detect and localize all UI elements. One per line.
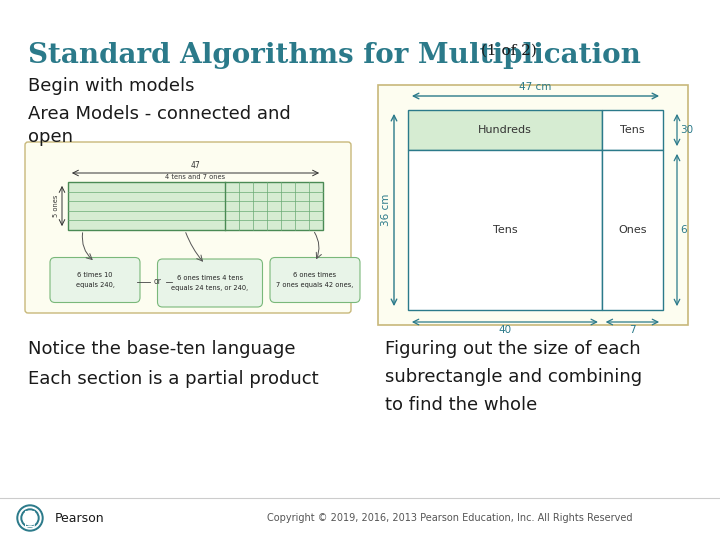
Text: Tens: Tens [620,125,644,135]
Text: 5 ones: 5 ones [53,195,59,217]
Circle shape [17,505,43,531]
Circle shape [19,507,41,529]
Text: 7 ones equals 42 ones,: 7 ones equals 42 ones, [276,282,354,288]
Text: 6 ones times: 6 ones times [294,272,336,278]
Text: ⓟ: ⓟ [24,509,36,528]
Circle shape [21,509,39,527]
Text: Begin with models: Begin with models [28,77,194,95]
FancyBboxPatch shape [25,142,351,313]
FancyBboxPatch shape [378,85,688,325]
Text: 6 times 10: 6 times 10 [77,272,113,278]
Text: or: or [154,278,162,287]
Text: subrectangle and combining: subrectangle and combining [385,368,642,386]
Bar [408,150,602,310]
Text: (1 of 2): (1 of 2) [476,44,537,58]
Text: 40: 40 [498,325,511,335]
Text: 47 cm: 47 cm [519,82,552,92]
Text: to find the whole: to find the whole [385,396,537,414]
Text: 4 tens and 7 ones: 4 tens and 7 ones [166,174,225,180]
Text: 30: 30 [680,125,693,135]
FancyBboxPatch shape [270,258,360,302]
Text: equals 240,: equals 240, [76,282,114,288]
Text: Standard Algorithms for Multiplication: Standard Algorithms for Multiplication [28,42,641,69]
FancyBboxPatch shape [50,258,140,302]
Text: Hundreds: Hundreds [478,125,532,135]
Text: 6 ones times 4 tens: 6 ones times 4 tens [177,275,243,281]
Text: 6: 6 [680,225,687,235]
Text: Copyright © 2019, 2016, 2013 Pearson Education, Inc. All Rights Reserved: Copyright © 2019, 2016, 2013 Pearson Edu… [267,513,633,523]
Text: 47: 47 [191,161,200,170]
Bar [408,110,602,150]
Text: Pearson: Pearson [55,511,104,524]
Bar [602,150,663,310]
Text: Area Models - connected and: Area Models - connected and [28,105,291,123]
Text: Tens: Tens [492,225,517,235]
Text: Figuring out the size of each: Figuring out the size of each [385,340,641,358]
Text: 7: 7 [629,325,636,335]
Text: open: open [28,128,73,146]
Text: equals 24 tens, or 240,: equals 24 tens, or 240, [171,285,248,291]
FancyBboxPatch shape [158,259,263,307]
Text: Ones: Ones [618,225,647,235]
Text: Notice the base-ten language: Notice the base-ten language [28,340,295,358]
Bar [602,110,663,150]
Text: 36 cm: 36 cm [381,194,391,226]
Text: Each section is a partial product: Each section is a partial product [28,370,319,388]
Circle shape [23,511,37,525]
Bar [68,182,323,230]
